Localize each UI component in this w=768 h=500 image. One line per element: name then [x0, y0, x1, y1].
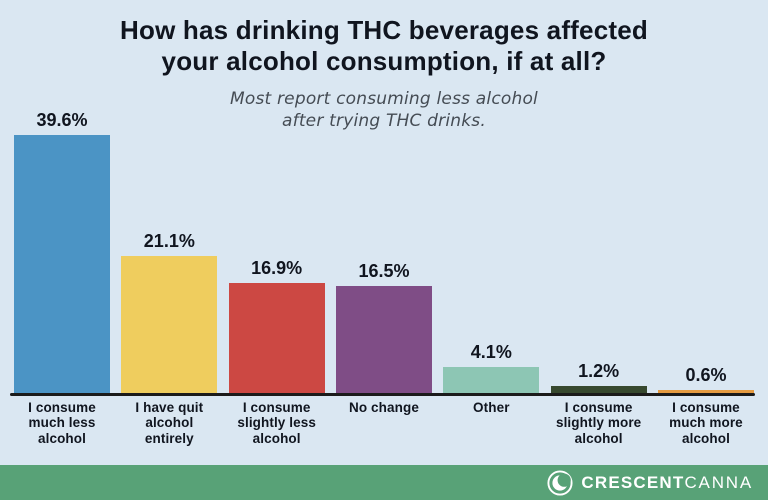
bar-value-label: 1.2% [578, 361, 620, 381]
bar-category-label: I have quit alcohol entirely [135, 400, 204, 446]
bar-category-label: No change [349, 400, 419, 415]
bar-value-label: 39.6% [36, 110, 88, 130]
bar-chart: 39.6% 21.1% 16.9% 16.5% 4.1% 1.2% 0.6% [14, 94, 754, 394]
title-line-1: How has drinking THC beverages affected [120, 15, 648, 45]
bar-column: 0.6% [657, 365, 754, 394]
bar [228, 283, 325, 394]
footer-bar: CRESCENTCANNA [0, 465, 768, 500]
bar [443, 367, 540, 394]
bar [121, 256, 218, 394]
bar-category-label: I consume slightly more alcohol [555, 400, 642, 446]
bar-column: 1.2% [550, 361, 647, 394]
bar-column: 16.9% [228, 258, 325, 394]
page-title: How has drinking THC beverages affected … [0, 0, 768, 77]
brand-name-canna: CANNA [684, 472, 753, 492]
bar-value-label: 16.9% [251, 258, 303, 278]
bar-value-label: 4.1% [470, 342, 512, 362]
bar-value-label: 21.1% [143, 231, 195, 251]
chart-subtitle: Most report consuming less alcohol after… [0, 88, 768, 132]
bar-value-label: 16.5% [358, 261, 410, 281]
subtitle-line-1: Most report consuming less alcohol [230, 89, 538, 110]
brand-wordmark: CRESCENTCANNA [581, 473, 753, 493]
crescent-moon-icon [547, 469, 573, 496]
title-line-2: your alcohol consumption, if at all? [161, 46, 607, 77]
bar-column: 39.6% [14, 110, 110, 394]
bar [550, 386, 647, 394]
bar-column: 16.5% [335, 261, 432, 394]
brand-name-crescent: CRESCENT [581, 472, 685, 492]
bar-value-label: 0.6% [685, 365, 727, 385]
bar [657, 390, 754, 394]
bar-category-label: I consume much less alcohol [28, 400, 96, 446]
bar-column: 21.1% [121, 231, 218, 394]
category-labels-row: I consume much less alcohol I have quit a… [10, 400, 758, 446]
bar-column: 4.1% [443, 342, 540, 394]
bar [335, 286, 432, 394]
bar [14, 135, 110, 394]
x-axis-line [10, 393, 755, 396]
bar-category-label: I consume slightly less alcohol [237, 400, 316, 446]
bar-category-label: Other [473, 400, 510, 415]
bar-category-label: I consume much more alcohol [669, 400, 743, 446]
subtitle-line-2: after trying THC drinks. [282, 111, 486, 132]
